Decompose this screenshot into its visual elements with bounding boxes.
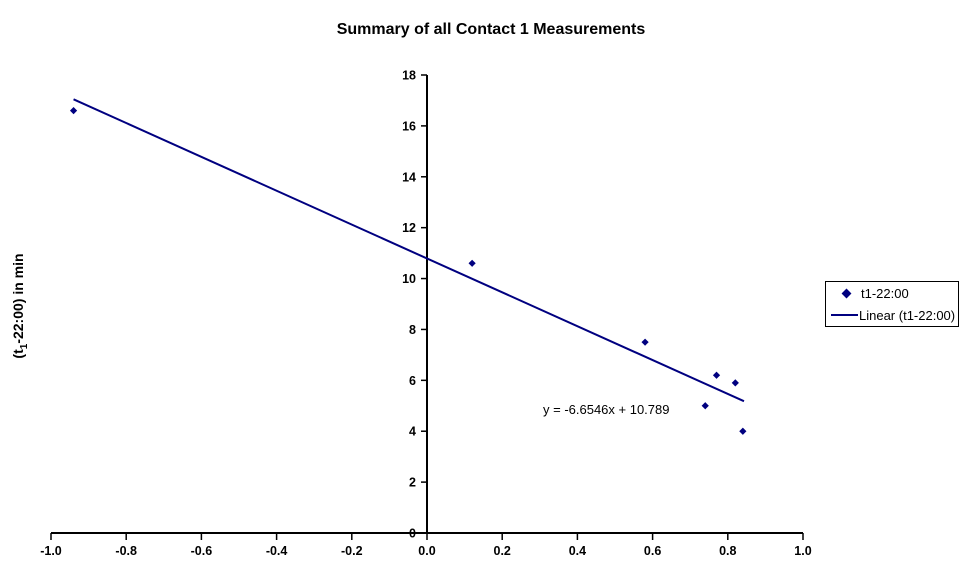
data-point-marker [739,427,747,435]
y-axis-tick-label: 12 [402,221,416,235]
x-axis-tick-label: -0.6 [191,544,213,558]
y-axis-tick-label: 16 [402,119,416,133]
legend-entry-trendline: Linear (t1-22:00) [826,304,958,326]
data-point-marker [468,259,476,267]
data-point-marker [701,402,709,410]
x-axis-tick-label: 0.4 [569,544,586,558]
x-axis-tick-label: 0.6 [644,544,661,558]
diamond-marker-icon [841,288,852,298]
y-axis-tick-label: 18 [402,69,416,83]
data-point-marker [731,379,739,387]
x-axis-tick-label: -0.8 [115,544,137,558]
x-axis-tick-label: 0.0 [418,544,435,558]
legend-trendline-label: Linear (t1-22:00) [859,307,956,323]
y-axis-tick-label: 4 [409,425,416,439]
x-axis-tick-label: 0.8 [719,544,736,558]
data-point-marker [712,371,721,379]
chart-title: Summary of all Contact 1 Measurements [336,21,646,38]
y-axis-tick-label: 14 [402,170,416,184]
data-point-marker [641,338,649,346]
x-axis-tick-label: 1.0 [794,544,811,558]
x-axis-tick-label: 0.2 [494,544,511,558]
y-axis-tick-label: 0 [409,527,416,541]
legend-entry-series: t1-22:00 [826,282,958,304]
y-axis-tick-label: 6 [409,374,416,388]
trendline-equation: y = -6.6546x + 10.789 [543,402,670,417]
x-axis-tick-label: -1.0 [40,544,62,558]
y-axis-tick-label: 2 [409,476,416,490]
data-point-marker [69,107,78,115]
legend-series-label: t1-22:00 [861,285,909,301]
legend: t1-22:00 Linear (t1-22:00) [825,281,959,327]
y-axis-tick-label: 8 [409,323,416,337]
x-axis-tick-label: -0.2 [341,544,363,558]
y-axis-tick-label: 10 [402,272,416,286]
trendline-sample-icon [831,314,858,316]
trendline [73,98,745,403]
x-axis-tick-label: -0.4 [266,544,288,558]
